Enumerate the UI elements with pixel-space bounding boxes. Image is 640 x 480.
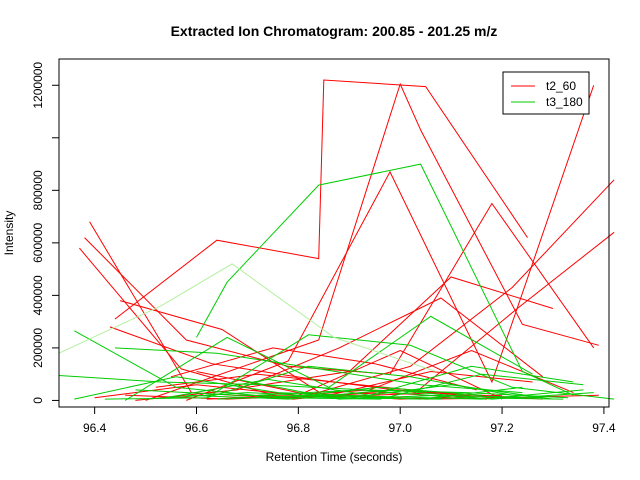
x-tick-label: 96.8	[287, 421, 311, 435]
legend-box	[502, 71, 590, 115]
y-tick-label: 1200000	[31, 62, 45, 109]
x-axis-label: Retention Time (seconds)	[266, 450, 403, 464]
series-0-line-16	[237, 392, 543, 400]
series-1-line-2	[74, 330, 584, 400]
plot-lines	[58, 79, 615, 401]
x-tick-label: 96.4	[83, 421, 107, 435]
series-2-line-0	[58, 263, 437, 372]
series-1-line-7	[165, 365, 574, 399]
series-0-line-0	[114, 79, 528, 320]
series-1-line-5	[124, 315, 533, 401]
series-0-line-13	[247, 276, 554, 388]
series-1-line-3	[104, 334, 615, 400]
series-1-line-10	[216, 386, 523, 400]
chart-title: Extracted Ion Chromatogram: 200.85 - 201…	[171, 23, 498, 39]
series-1-line-11	[237, 378, 543, 400]
y-tick-label: 400000	[31, 275, 45, 315]
x-tick-label: 97.2	[490, 421, 514, 435]
y-tick-label: 600000	[31, 223, 45, 263]
series-1-line-14	[257, 389, 564, 400]
series-0-line-11	[109, 231, 615, 394]
series-1-line-1	[58, 375, 569, 399]
series-1-line-15	[277, 386, 482, 399]
plot-frame	[58, 58, 610, 408]
x-axis: 96.4 96.6 96.8 97.0 97.2 97.4	[83, 407, 616, 435]
x-tick-label: 96.6	[185, 421, 209, 435]
x-tick-label: 97.0	[389, 421, 413, 435]
y-axis: 0 200000 400000 600000 800000 1200000	[31, 62, 59, 404]
series-0-line-7	[84, 202, 595, 375]
y-tick-label: 0	[31, 397, 45, 404]
y-tick-label: 800000	[31, 170, 45, 210]
series-0-line-15	[170, 347, 477, 391]
y-axis-label: Intensity	[2, 211, 16, 256]
y-tick-label: 200000	[31, 328, 45, 368]
series-1-line-9	[206, 365, 513, 399]
series-1-line-0	[196, 163, 574, 396]
series-0-line-2	[186, 85, 595, 401]
series-1-line-12	[114, 347, 523, 394]
x-tick-label: 97.4	[592, 421, 616, 435]
legend-label-t2-60: t2_60	[546, 79, 576, 93]
legend-label-t3-180: t3_180	[546, 95, 583, 109]
legend: t2_60 t3_180	[502, 71, 590, 115]
series-1-line-4	[74, 376, 584, 400]
